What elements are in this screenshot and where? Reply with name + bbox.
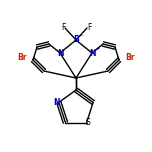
- Text: N: N: [57, 48, 63, 57]
- Text: +: +: [96, 47, 100, 52]
- Text: Br: Br: [125, 52, 135, 62]
- Text: N: N: [54, 98, 60, 107]
- Text: N: N: [89, 48, 95, 57]
- Text: F: F: [61, 24, 65, 33]
- Text: Br: Br: [17, 52, 27, 62]
- Text: S: S: [85, 118, 90, 127]
- Text: F: F: [87, 24, 91, 33]
- Text: −: −: [79, 33, 83, 38]
- Text: B: B: [73, 36, 79, 45]
